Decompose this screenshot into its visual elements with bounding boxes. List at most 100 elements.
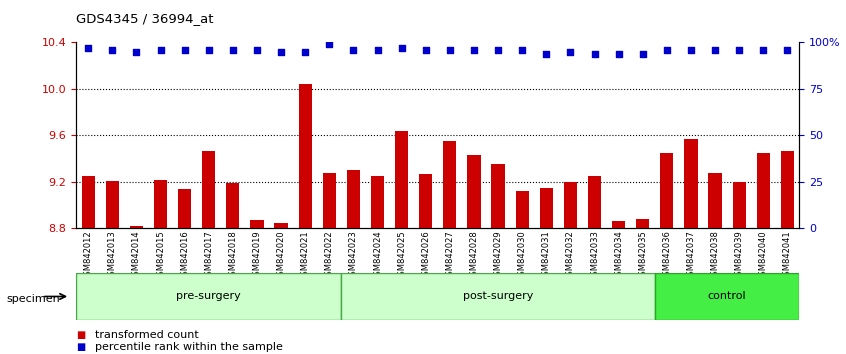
Text: GSM842029: GSM842029 [493,230,503,281]
Point [492,47,505,53]
Point [443,47,457,53]
Point [684,47,698,53]
Point [660,47,673,53]
Point [419,47,432,53]
Text: GSM842027: GSM842027 [445,230,454,281]
Text: GSM842040: GSM842040 [759,230,768,281]
Text: GDS4345 / 36994_at: GDS4345 / 36994_at [76,12,214,25]
Bar [467,155,481,228]
Text: GSM842026: GSM842026 [421,230,431,281]
Text: GSM842012: GSM842012 [84,230,93,281]
Point [563,49,577,55]
Text: GSM842031: GSM842031 [541,230,551,281]
Bar [341,273,655,320]
Text: GSM842030: GSM842030 [518,230,527,281]
Text: GSM842037: GSM842037 [686,230,695,281]
Point [708,47,722,53]
Point [129,49,143,55]
Point [202,47,216,53]
Point [178,47,191,53]
Bar [443,141,457,228]
Bar [395,131,409,228]
Point [540,51,553,57]
Bar [250,220,264,228]
Point [347,47,360,53]
Text: GSM842013: GSM842013 [107,230,117,281]
Text: GSM842024: GSM842024 [373,230,382,281]
Point [81,45,95,51]
Text: GSM842021: GSM842021 [300,230,310,281]
Bar [178,189,191,228]
Bar [733,182,746,228]
Text: GSM842033: GSM842033 [590,230,599,281]
Text: ■: ■ [76,342,85,352]
Bar [106,181,119,228]
Bar [655,273,799,320]
Bar [684,139,698,228]
Text: ■: ■ [76,330,85,339]
Text: GSM842019: GSM842019 [252,230,261,281]
Text: GSM842023: GSM842023 [349,230,358,281]
Bar [226,183,239,228]
Text: transformed count: transformed count [95,330,199,339]
Bar [515,191,529,228]
Text: GSM842039: GSM842039 [734,230,744,281]
Bar [347,170,360,228]
Text: GSM842015: GSM842015 [156,230,165,281]
Bar [660,153,673,228]
Point [395,45,409,51]
Text: GSM842017: GSM842017 [204,230,213,281]
Bar [492,165,505,228]
Text: GSM842016: GSM842016 [180,230,190,281]
Text: GSM842032: GSM842032 [566,230,575,281]
Point [299,49,312,55]
Bar [588,176,602,228]
Point [636,51,650,57]
Text: GSM842018: GSM842018 [228,230,238,281]
Point [322,41,336,47]
Bar [612,221,625,228]
Bar [129,226,143,228]
Text: GSM842035: GSM842035 [638,230,647,281]
Point [250,47,264,53]
Bar [274,223,288,228]
Point [588,51,602,57]
Text: GSM842014: GSM842014 [132,230,141,281]
Bar [419,174,432,228]
Text: pre-surgery: pre-surgery [176,291,241,302]
Text: GSM842022: GSM842022 [325,230,334,281]
Point [226,47,239,53]
Bar [76,273,341,320]
Bar [299,84,312,228]
Bar [563,182,577,228]
Text: GSM842036: GSM842036 [662,230,672,281]
Bar [154,179,168,228]
Text: GSM842041: GSM842041 [783,230,792,281]
Point [467,47,481,53]
Bar [371,176,384,228]
Point [756,47,770,53]
Point [612,51,625,57]
Bar [540,188,553,228]
Bar [81,176,95,228]
Text: post-surgery: post-surgery [463,291,533,302]
Bar [781,150,794,228]
Point [515,47,529,53]
Text: GSM842034: GSM842034 [614,230,624,281]
Text: GSM842038: GSM842038 [711,230,720,281]
Text: GSM842028: GSM842028 [470,230,479,281]
Text: control: control [708,291,746,302]
Bar [322,173,336,228]
Text: GSM842020: GSM842020 [277,230,286,281]
Text: GSM842025: GSM842025 [397,230,406,281]
Bar [636,219,650,228]
Bar [756,153,770,228]
Bar [202,150,216,228]
Point [106,47,119,53]
Point [274,49,288,55]
Point [154,47,168,53]
Point [371,47,384,53]
Text: percentile rank within the sample: percentile rank within the sample [95,342,283,352]
Point [781,47,794,53]
Bar [708,173,722,228]
